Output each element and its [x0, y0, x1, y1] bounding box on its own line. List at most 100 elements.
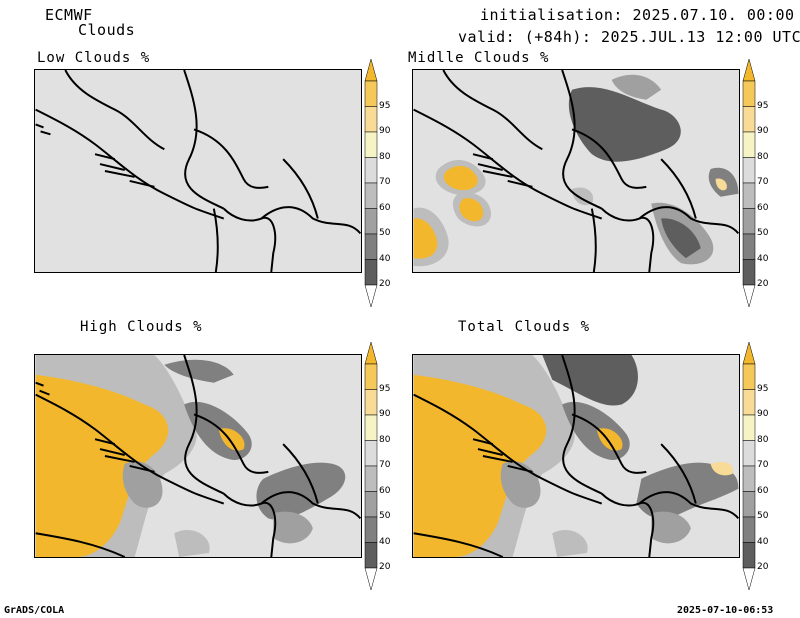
colorbar-bottom-arrow — [742, 567, 756, 591]
panel-title-high: High Clouds % — [80, 319, 203, 335]
colorbar-tick-label: 20 — [379, 279, 391, 289]
colorbar-segment — [364, 516, 378, 543]
middle-clouds-map — [413, 70, 739, 272]
colorbar-segment — [364, 542, 378, 569]
colorbar-segment — [742, 131, 756, 158]
colorbar-tick-label: 50 — [379, 511, 391, 521]
colorbar-segment — [364, 131, 378, 158]
colorbar-tick-label: 70 — [757, 460, 769, 470]
colorbar-tick-label: 80 — [757, 151, 769, 162]
colorbar-segment — [364, 208, 378, 235]
colorbar-segment — [364, 465, 378, 492]
colorbar-segment — [742, 182, 756, 209]
colorbar-tick-label: 80 — [379, 151, 391, 162]
colorbar-bottom-arrow — [364, 567, 378, 591]
colorbar-segment — [364, 157, 378, 184]
coastline-borders — [413, 70, 739, 272]
colorbar-tick-label: 40 — [757, 253, 769, 264]
high-clouds-map — [35, 355, 361, 557]
colorbar-tick-label: 90 — [379, 409, 391, 419]
colorbar-tick-label: 20 — [757, 562, 769, 572]
panel-title-middle: Midlle Clouds % — [408, 50, 550, 66]
colorbar-bottom-arrow — [742, 284, 756, 308]
colorbar-segment — [364, 182, 378, 209]
colorbar-bottom-arrow — [364, 284, 378, 308]
colorbar-top-arrow — [742, 58, 756, 82]
colorbar-segment — [364, 363, 378, 390]
field-label: Clouds — [78, 21, 136, 39]
colorbar-tick-label: 90 — [757, 409, 769, 419]
colorbar-segment — [742, 106, 756, 133]
colorbar-segment — [742, 542, 756, 569]
colorbar-tick-label: 80 — [757, 434, 769, 445]
panel-title-total: Total Clouds % — [458, 319, 591, 335]
colorbar-segment — [742, 80, 756, 107]
colorbar-top-arrow — [364, 341, 378, 365]
colorbar-tick-label: 20 — [379, 562, 391, 572]
panel-title-low: Low Clouds % — [37, 50, 151, 66]
middle-cloud-fields — [413, 74, 739, 267]
colorbar-segment — [364, 106, 378, 133]
model-label: ECMWF — [45, 6, 93, 24]
colorbar-tick-label: 70 — [379, 177, 391, 187]
colorbar-segment — [742, 516, 756, 543]
colorbar-segment — [742, 157, 756, 184]
colorbar-graphic — [742, 341, 756, 591]
initialisation-label: initialisation: 2025.07.10. 00:00 UTC — [480, 6, 800, 24]
colorbar-segment — [742, 414, 756, 441]
colorbar-segment — [742, 233, 756, 260]
colorbar-segment — [364, 414, 378, 441]
colorbar-tick-label: 90 — [757, 126, 769, 136]
map-panel-high-clouds — [34, 354, 362, 558]
colorbar-top-arrow — [742, 341, 756, 365]
colorbar-tick-label: 50 — [379, 228, 391, 238]
colorbar-graphic — [742, 58, 756, 308]
colorbar-tick-label: 95 — [379, 383, 391, 394]
colorbar-segment — [364, 233, 378, 260]
colorbar-segment — [364, 389, 378, 416]
colorbar-tick-label: 60 — [379, 485, 391, 496]
coastline-borders — [35, 355, 361, 557]
colorbar-segment — [742, 465, 756, 492]
colorbar-segment — [364, 440, 378, 467]
colorbar-segment — [742, 440, 756, 467]
colorbar-segment — [364, 259, 378, 286]
map-panel-low-clouds — [34, 69, 362, 273]
high-cloud-fields — [35, 355, 346, 557]
colorbar-tick-label: 50 — [757, 228, 769, 238]
colorbar-segment — [742, 259, 756, 286]
colorbar-graphic — [364, 341, 378, 591]
colorbar-tick-label: 40 — [757, 536, 769, 547]
footer-left: GrADS/COLA — [4, 605, 65, 616]
colorbar-tick-label: 80 — [379, 434, 391, 445]
colorbar-segment — [742, 389, 756, 416]
colorbar-tick-label: 60 — [757, 202, 769, 213]
valid-time-label: valid: (+84h): 2025.JUL.13 12:00 UTC — [458, 28, 800, 46]
colorbar-top-arrow — [364, 58, 378, 82]
colorbar-tick-label: 40 — [379, 253, 391, 264]
colorbar-middle: 95 90 80 70 60 50 40 20 — [742, 58, 768, 308]
colorbar-tick-label: 95 — [379, 100, 391, 111]
colorbar-total: 95 90 80 70 60 50 40 20 — [742, 341, 768, 591]
colorbar-tick-label: 95 — [757, 383, 769, 394]
colorbar-tick-label: 70 — [757, 177, 769, 187]
coastline-borders — [35, 70, 361, 272]
coastline-borders — [413, 355, 739, 557]
colorbar-high: 95 90 80 70 60 50 40 20 — [364, 341, 390, 591]
colorbar-segment — [364, 80, 378, 107]
colorbar-tick-label: 60 — [379, 202, 391, 213]
colorbar-tick-label: 60 — [757, 485, 769, 496]
colorbar-segment — [742, 208, 756, 235]
total-cloud-fields — [413, 355, 739, 557]
colorbar-tick-label: 50 — [757, 511, 769, 521]
colorbar-tick-label: 20 — [757, 279, 769, 289]
total-clouds-map — [413, 355, 739, 557]
map-panel-middle-clouds — [412, 69, 740, 273]
colorbar-segment — [742, 363, 756, 390]
colorbar-tick-label: 40 — [379, 536, 391, 547]
low-clouds-map — [35, 70, 361, 272]
colorbar-segment — [742, 491, 756, 518]
map-panel-total-clouds — [412, 354, 740, 558]
colorbar-graphic — [364, 58, 378, 308]
colorbar-segment — [364, 491, 378, 518]
